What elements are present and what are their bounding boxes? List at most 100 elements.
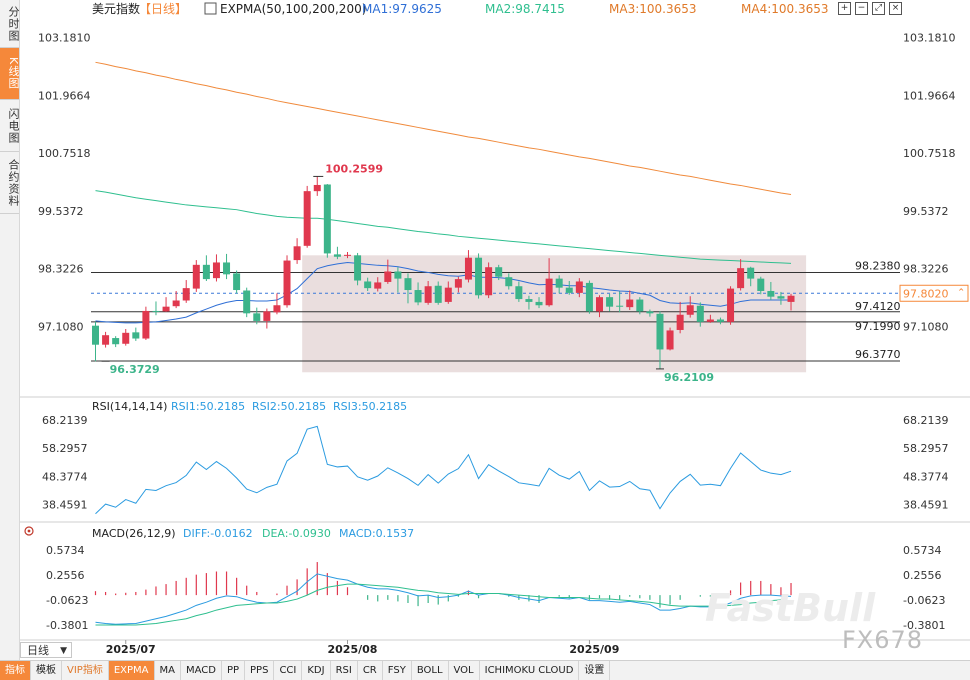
tab-flash-chart[interactable]: 闪电图 [0, 100, 20, 152]
pp-tab[interactable]: PP [222, 661, 246, 680]
ma-line-ma2 [95, 190, 792, 264]
candle-body [747, 267, 755, 279]
rsi-tick-right: 38.4591 [903, 499, 949, 512]
candle-body [142, 310, 150, 339]
candle-body [112, 338, 120, 345]
cci-tab[interactable]: CCI [274, 661, 303, 680]
chart-canvas[interactable]: 美元指数 【日线】 EXPMA(50,100,200,200) MA1:97.9… [0, 0, 970, 660]
indicator-settings-icon[interactable] [204, 2, 217, 15]
ma2-legend: MA2:98.7415 [485, 2, 565, 16]
ma-lines [95, 61, 792, 324]
candle-body [102, 335, 110, 345]
tab-contract-info[interactable]: 合约资料 [0, 152, 20, 214]
macd-tab[interactable]: MACD [181, 661, 222, 680]
period-selector[interactable]: 日线 ▼ [20, 642, 72, 658]
rsi-tick-right: 58.2957 [903, 442, 949, 455]
tab-kline[interactable]: K线图 [0, 48, 20, 100]
candle-body [243, 290, 251, 314]
candle-body [606, 297, 614, 307]
candle-body [485, 267, 493, 296]
pps-tab[interactable]: PPS [245, 661, 275, 680]
horizontal-levels: 98.2380 97.4120 97.1990 96.3770 97.8020 ⌃ [91, 260, 969, 362]
rsi-tick-left: 38.4591 [42, 499, 88, 512]
candle-body [676, 314, 684, 330]
candle-body [787, 295, 795, 302]
rsi-tick-right: 68.2139 [903, 414, 949, 427]
price-tick-right: 103.1810 [903, 32, 956, 45]
candle-body [273, 305, 281, 313]
ma-line-ma3 [95, 61, 792, 195]
macd-tick-left: 0.2556 [46, 569, 85, 582]
candle-body [182, 288, 190, 301]
macd-tick-right: -0.0623 [903, 594, 945, 607]
close-icon[interactable]: × [889, 2, 902, 15]
candle-body [333, 254, 341, 257]
candle-body [364, 281, 372, 289]
ma4-legend: MA4:100.3653 [741, 2, 829, 16]
cr-tab[interactable]: CR [358, 661, 383, 680]
left-tab-strip: 分时图 K线图 闪电图 合约资料 [0, 0, 20, 660]
price-annotations: 100.2599 96.2109 96.3729 [101, 162, 714, 384]
minus-grid-icon[interactable]: − [855, 2, 868, 15]
candle-body [293, 246, 301, 261]
candle-body [323, 184, 331, 254]
rsi-tick-left: 68.2139 [42, 414, 88, 427]
price-tick-left: 103.1810 [38, 32, 91, 45]
price-tick-right: 98.3226 [903, 263, 949, 276]
vip-indicator-tab[interactable]: VIP指标 [62, 661, 109, 680]
expand-icon[interactable]: ⤢ [872, 2, 885, 15]
candle-body [616, 305, 624, 307]
candle-body [444, 287, 452, 302]
rsi-tab[interactable]: RSI [331, 661, 358, 680]
price-tick-left: 101.9664 [38, 89, 91, 102]
macd-settings-icon[interactable] [24, 526, 34, 536]
template-tab[interactable]: 模板 [31, 661, 62, 680]
high-label: 100.2599 [325, 162, 383, 175]
time-label: 2025/08 [328, 643, 378, 656]
candle-body [404, 278, 412, 291]
macd-tick-left: -0.3801 [46, 619, 88, 632]
candle-body [162, 306, 170, 312]
candle-body [394, 271, 402, 279]
candle-body [92, 325, 99, 345]
kdj-tab[interactable]: KDJ [302, 661, 331, 680]
vol-tab[interactable]: VOL [449, 661, 480, 680]
macd-tick-right: 0.5734 [903, 544, 942, 557]
price-tick-right: 100.7518 [903, 147, 956, 160]
fsy-tab[interactable]: FSY [383, 661, 412, 680]
dea-line [95, 583, 792, 626]
rsi-tick-left: 58.2957 [42, 442, 88, 455]
period-tag: 【日线】 [139, 2, 187, 16]
candle-body [696, 305, 704, 322]
price-tick-left: 98.3226 [38, 263, 84, 276]
candle-body [636, 299, 644, 312]
ma3-legend: MA3:100.3653 [609, 2, 697, 16]
candle-body [384, 271, 392, 282]
macd-tick-right: -0.3801 [903, 619, 945, 632]
candle-body [757, 278, 765, 291]
candle-body [767, 290, 775, 297]
indicator-tab[interactable]: 指标 [0, 661, 31, 680]
macd-title: MACD(26,12,9) [92, 527, 176, 540]
current-price-box [899, 284, 969, 302]
diff-line [95, 573, 792, 625]
expma-tab[interactable]: EXPMA [108, 661, 155, 680]
candle-body [545, 278, 553, 306]
chevron-down-icon: ▼ [60, 646, 67, 656]
candle-body [737, 268, 745, 289]
plus-grid-icon[interactable]: + [838, 2, 851, 15]
ma-tab[interactable]: MA [155, 661, 181, 680]
symbol-name: 美元指数 [92, 1, 140, 16]
tab-time-share[interactable]: 分时图 [0, 0, 20, 48]
macd-tick-right: 0.2556 [903, 569, 942, 582]
candle-body [374, 282, 382, 289]
candle-body [223, 262, 231, 275]
ichimoku-tab[interactable]: ICHIMOKU CLOUD [480, 661, 580, 680]
current-price-label: 97.8020 [903, 287, 949, 300]
settings-tab[interactable]: 设置 [579, 661, 611, 680]
candle-body [515, 286, 523, 300]
boll-tab[interactable]: BOLL [412, 661, 449, 680]
level-label: 97.1990 [855, 320, 901, 333]
candle-body [313, 184, 321, 192]
level-label: 97.4120 [855, 300, 901, 313]
